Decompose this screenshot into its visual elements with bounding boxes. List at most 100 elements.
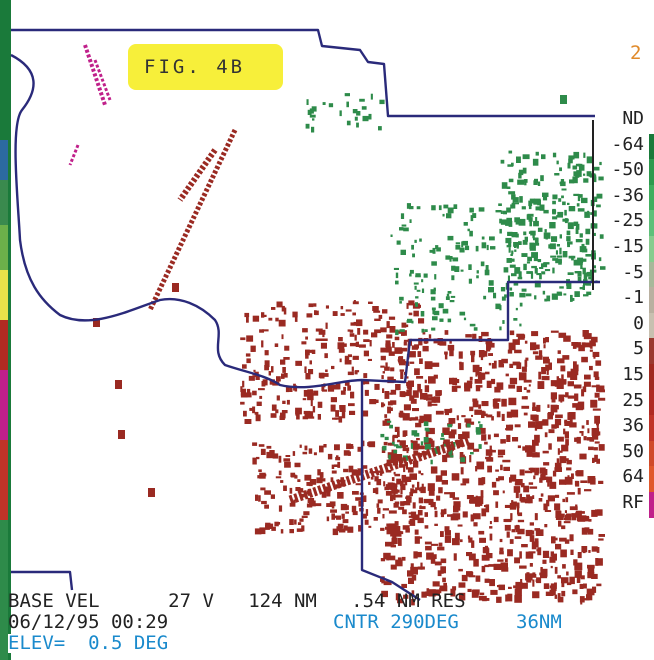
echo-pixel-1437	[530, 272, 534, 279]
echo-pixel-1432	[593, 232, 596, 236]
echo-pixel-1156	[345, 511, 349, 514]
echo-pixel-263	[380, 470, 383, 476]
echo-pixel-1466	[568, 158, 573, 164]
echo-pixel-912	[258, 388, 265, 391]
echo-pixel-552	[420, 486, 426, 494]
echo-pixel-1312	[393, 503, 399, 508]
echo-pixel-1635	[483, 295, 487, 300]
echo-pixel-134	[488, 564, 495, 567]
echo-pixel-1764	[498, 203, 502, 206]
echo-pixel-1238	[410, 440, 413, 443]
echo-pixel-1103	[363, 350, 369, 357]
echo-pixel-891	[578, 347, 585, 352]
echo-pixel-680	[497, 559, 504, 562]
echo-pixel-1822	[370, 93, 373, 100]
echo-pixel-711	[444, 530, 451, 536]
echo-pixel-1424	[506, 186, 511, 189]
echo-pixel-594	[576, 470, 584, 477]
echo-pixel-485	[464, 479, 468, 484]
echo-pixel-979	[283, 307, 287, 315]
echo-pixel-14	[469, 406, 474, 412]
echo-pixel-97	[411, 417, 416, 421]
echo-pixel-1574	[528, 217, 533, 222]
echo-pixel-1399	[516, 156, 521, 163]
echo-pixel-968	[342, 343, 347, 347]
echo-pixel-1449	[577, 271, 582, 277]
southern-boundary	[360, 380, 421, 602]
echo-pixel-1250	[272, 453, 279, 459]
echo-pixel-837	[554, 418, 562, 426]
echo-pixel-1735	[510, 204, 513, 209]
echo-pixel-569	[428, 489, 435, 496]
echo-pixel-36	[574, 562, 583, 571]
echo-pixel-1431	[511, 202, 516, 209]
echo-pixel-1815	[354, 116, 358, 121]
echo-pixel-396	[467, 588, 472, 592]
echo-pixel-1444	[586, 271, 593, 277]
echo-pixel-955	[357, 328, 361, 335]
echo-pixel-142	[530, 342, 537, 351]
echo-pixel-275	[564, 476, 573, 485]
echo-pixel-461	[587, 476, 596, 484]
echo-pixel-1046	[385, 362, 388, 369]
legend-label-14: 64	[622, 466, 644, 488]
echo-pixel-451	[487, 465, 492, 473]
echo-pixel-1695	[447, 207, 454, 214]
echo-pixel-1760	[500, 219, 507, 225]
echo-pixel-604	[598, 538, 604, 541]
echo-pixel-1014	[261, 340, 264, 348]
echo-pixel-1245	[368, 481, 371, 485]
echo-pixel-1362	[294, 475, 298, 479]
echo-pixel-1010	[364, 379, 370, 385]
echo-pixel-1374	[567, 241, 573, 245]
echo-pixel-123	[534, 538, 539, 542]
echo-pixel-197	[574, 480, 578, 486]
echo-pixel-323	[509, 330, 515, 336]
echo-pixel-1610	[522, 239, 528, 245]
echo-band-northwest	[147, 128, 238, 312]
echo-pixel-913	[350, 342, 357, 347]
echo-pixel-1028	[378, 314, 383, 319]
echo-pixel-1358	[406, 498, 412, 503]
echo-pixel-1824	[305, 123, 310, 129]
echo-pixel-1300	[351, 505, 357, 513]
echo-pixel-432	[568, 412, 576, 420]
echo-pixel-835	[489, 526, 493, 529]
echo-pixel-77	[577, 552, 582, 559]
echo-pixel-125	[449, 492, 455, 498]
echo-pixel-1554	[552, 152, 557, 158]
echo-pixel-1514	[534, 295, 537, 300]
echo-pixel-1495	[548, 244, 551, 249]
echo-pixel-841	[382, 420, 385, 426]
echo-pixel-1216	[322, 478, 326, 482]
echo-pixel-26	[396, 330, 403, 334]
echo-pixel-1741	[442, 308, 449, 314]
echo-pixel-1115	[332, 417, 338, 420]
echo-pixel-758	[481, 565, 486, 573]
echo-pixel-893	[525, 445, 531, 453]
echo-pixel-950	[348, 403, 355, 407]
echo-pixel-1599	[519, 292, 526, 298]
echo-pixel-743	[589, 437, 595, 442]
echo-pixel-153	[481, 554, 490, 561]
echo-pixel-582	[387, 452, 396, 458]
echo-pixel-1729	[506, 217, 512, 224]
echo-pixel-452	[381, 375, 384, 379]
echo-pixel-627	[449, 340, 452, 344]
echo-pixel-645	[517, 519, 525, 523]
echo-pixel-251	[425, 430, 429, 438]
echo-pixel-126	[505, 373, 509, 377]
echo-pixel-498	[488, 353, 493, 356]
echo-pixel-1364	[348, 444, 354, 448]
footer-line-datetime: 06/12/95 00:29	[8, 611, 169, 633]
echo-pixel-786	[592, 340, 596, 346]
echo-pixel-458	[474, 379, 483, 384]
echo-pixel-790	[559, 479, 567, 485]
echo-pixel-1791	[388, 454, 391, 460]
echo-pixel-807	[484, 545, 488, 551]
echo-pixel-1794	[410, 443, 413, 449]
echo-pixel-923	[307, 389, 313, 395]
echo-pixel-124	[515, 479, 523, 485]
echo-pixel-224	[493, 490, 499, 496]
echo-pixel-717	[555, 414, 563, 419]
